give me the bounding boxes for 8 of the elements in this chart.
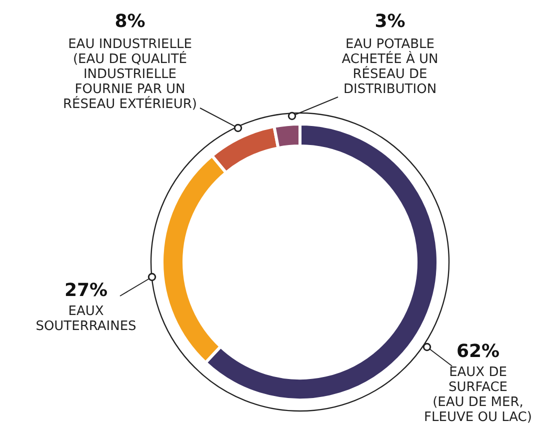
data-label: 62% xyxy=(456,341,500,362)
slice-label: EAU INDUSTRIELLE (EAU DE QUALITÉ INDUSTRIELLE FOURNIE PAR UN RÉSEAU EXTÉRIEUR) xyxy=(63,37,197,112)
data-label: 8% xyxy=(114,11,146,32)
slice-label: EAUX DE SURFACE (EAU DE MER, FLEUVE OU LAC) xyxy=(424,365,532,425)
data-label: 3% xyxy=(374,11,406,32)
data-label: 27% xyxy=(64,280,108,301)
slice-label: EAU POTABLE ACHETÉE À UN RÉSEAU DE DISTRIBUTION xyxy=(342,37,438,97)
slice-label: EAUX SOUTERRAINES xyxy=(36,304,136,334)
